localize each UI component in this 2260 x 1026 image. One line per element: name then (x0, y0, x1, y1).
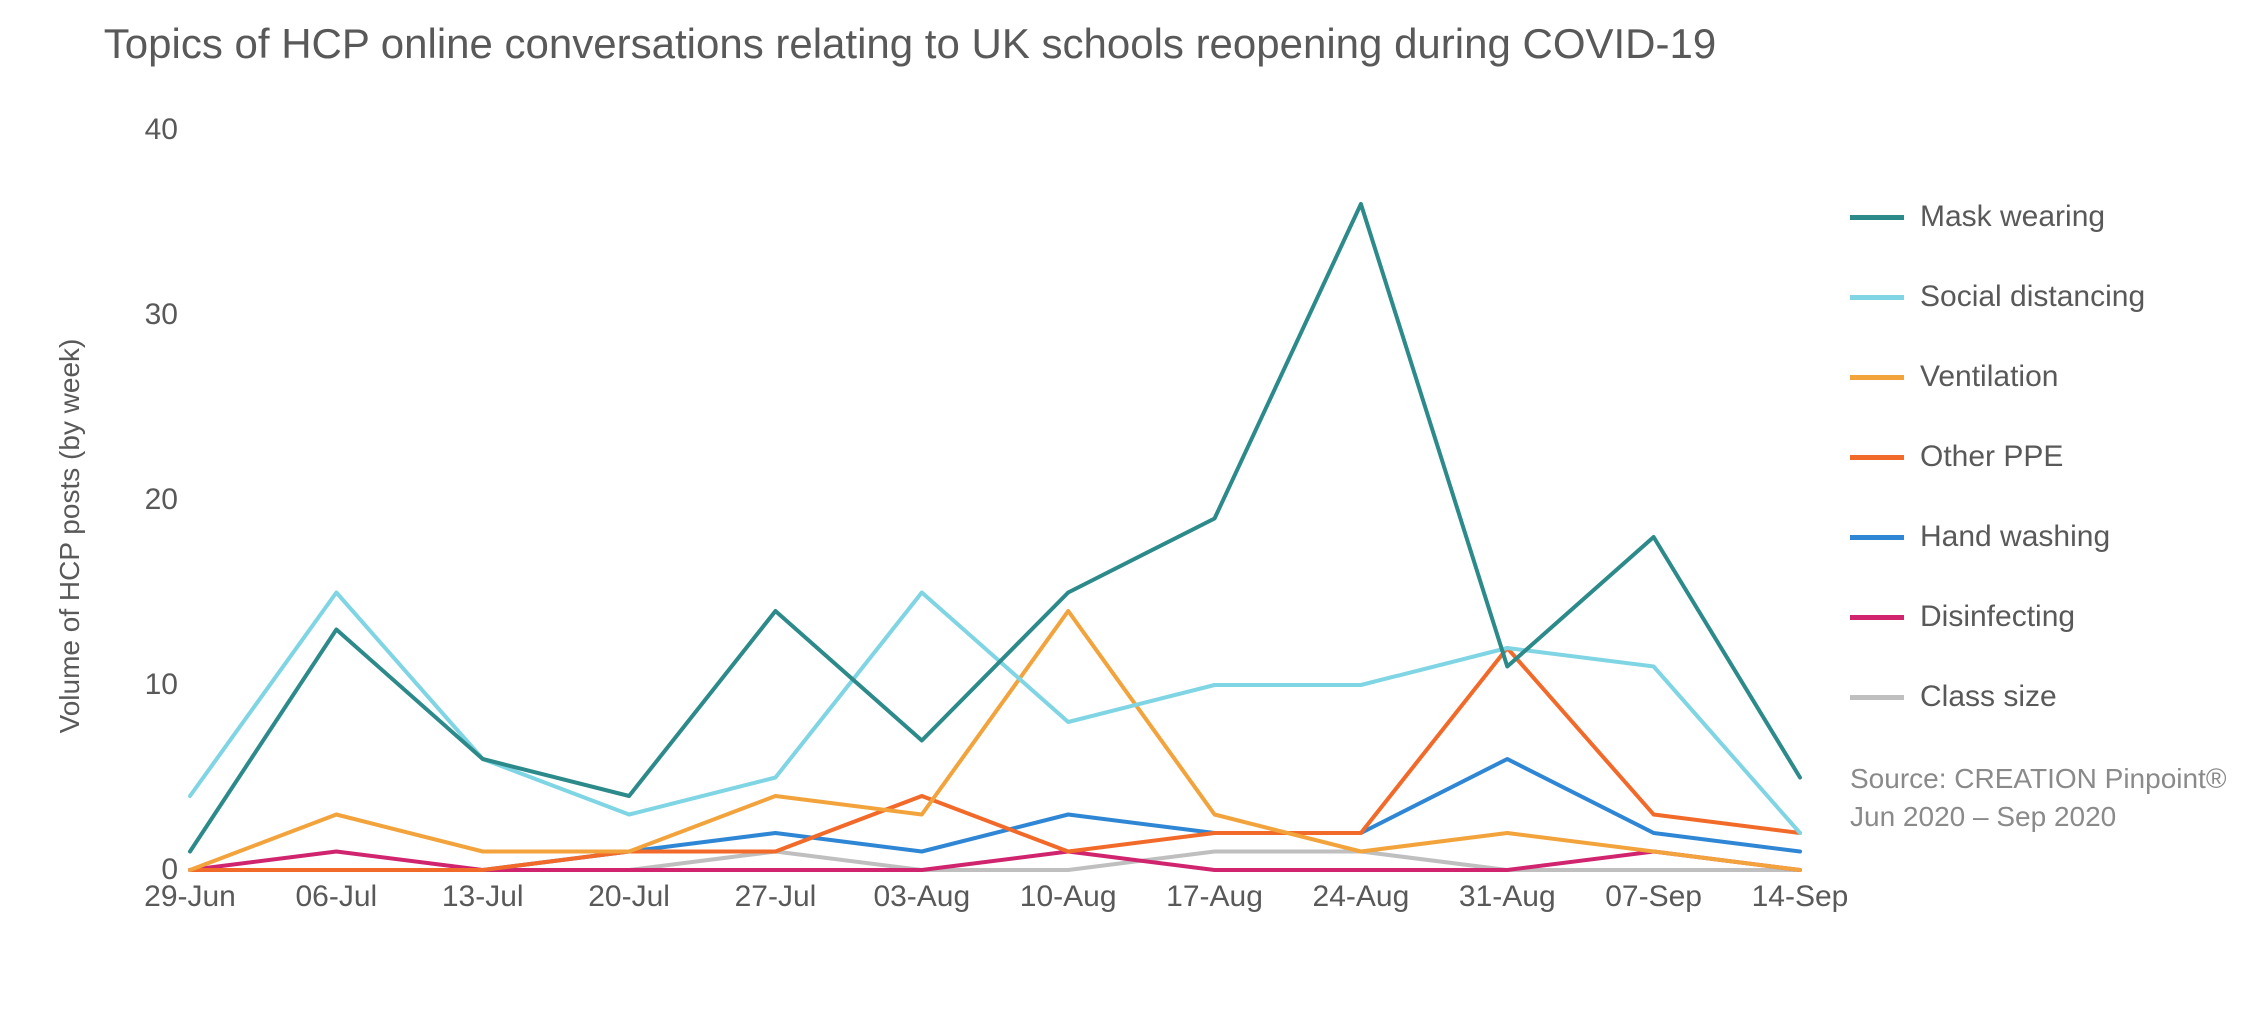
plot-wrap: 01020304029-Jun06-Jul13-Jul20-Jul27-Jul0… (80, 130, 1800, 930)
y-tick-label: 30 (145, 298, 190, 332)
x-tick-label: 03-Aug (873, 870, 970, 914)
legend-label: Ventilation (1920, 360, 2058, 394)
legend-item: Class size (1850, 680, 2230, 714)
legend-item: Hand washing (1850, 520, 2230, 554)
legend-item: Mask wearing (1850, 200, 2230, 234)
legend-label: Other PPE (1920, 440, 2063, 474)
source-attribution: Source: CREATION Pinpoint® Jun 2020 – Se… (1850, 760, 2230, 836)
series-line (190, 852, 1800, 871)
legend-item: Ventilation (1850, 360, 2230, 394)
legend-swatch (1850, 535, 1904, 540)
x-tick-label: 13-Jul (442, 870, 524, 914)
legend-label: Hand washing (1920, 520, 2110, 554)
legend-label: Class size (1920, 680, 2057, 714)
y-tick-label: 40 (145, 113, 190, 147)
y-tick-label: 20 (145, 483, 190, 517)
legend-label: Disinfecting (1920, 600, 2075, 634)
legend-swatch (1850, 375, 1904, 380)
x-tick-label: 27-Jul (735, 870, 817, 914)
legend-item: Disinfecting (1850, 600, 2230, 634)
legend-swatch (1850, 615, 1904, 620)
x-tick-label: 10-Aug (1020, 870, 1117, 914)
series-line (190, 204, 1800, 852)
legend-item: Other PPE (1850, 440, 2230, 474)
legend-item: Social distancing (1850, 280, 2230, 314)
chart-title: Topics of HCP online conversations relat… (0, 20, 1820, 68)
x-tick-label: 17-Aug (1166, 870, 1263, 914)
legend: Mask wearing Social distancing Ventilation… (1850, 200, 2230, 836)
y-tick-label: 10 (145, 668, 190, 702)
legend-label: Mask wearing (1920, 200, 2105, 234)
legend-swatch (1850, 695, 1904, 700)
x-tick-label: 29-Jun (144, 870, 236, 914)
x-tick-label: 31-Aug (1459, 870, 1556, 914)
series-line (190, 759, 1800, 870)
source-line-2: Jun 2020 – Sep 2020 (1850, 798, 2230, 836)
plot-area: 01020304029-Jun06-Jul13-Jul20-Jul27-Jul0… (190, 130, 1800, 870)
x-tick-label: 06-Jul (296, 870, 378, 914)
x-tick-label: 24-Aug (1313, 870, 1410, 914)
x-tick-label: 20-Jul (588, 870, 670, 914)
legend-swatch (1850, 215, 1904, 220)
legend-swatch (1850, 295, 1904, 300)
line-chart-svg (190, 130, 1800, 870)
chart-container: Topics of HCP online conversations relat… (0, 0, 2260, 1026)
legend-swatch (1850, 455, 1904, 460)
x-tick-label: 07-Sep (1605, 870, 1702, 914)
legend-label: Social distancing (1920, 280, 2145, 314)
source-line-1: Source: CREATION Pinpoint® (1850, 760, 2230, 798)
x-tick-label: 14-Sep (1752, 870, 1849, 914)
